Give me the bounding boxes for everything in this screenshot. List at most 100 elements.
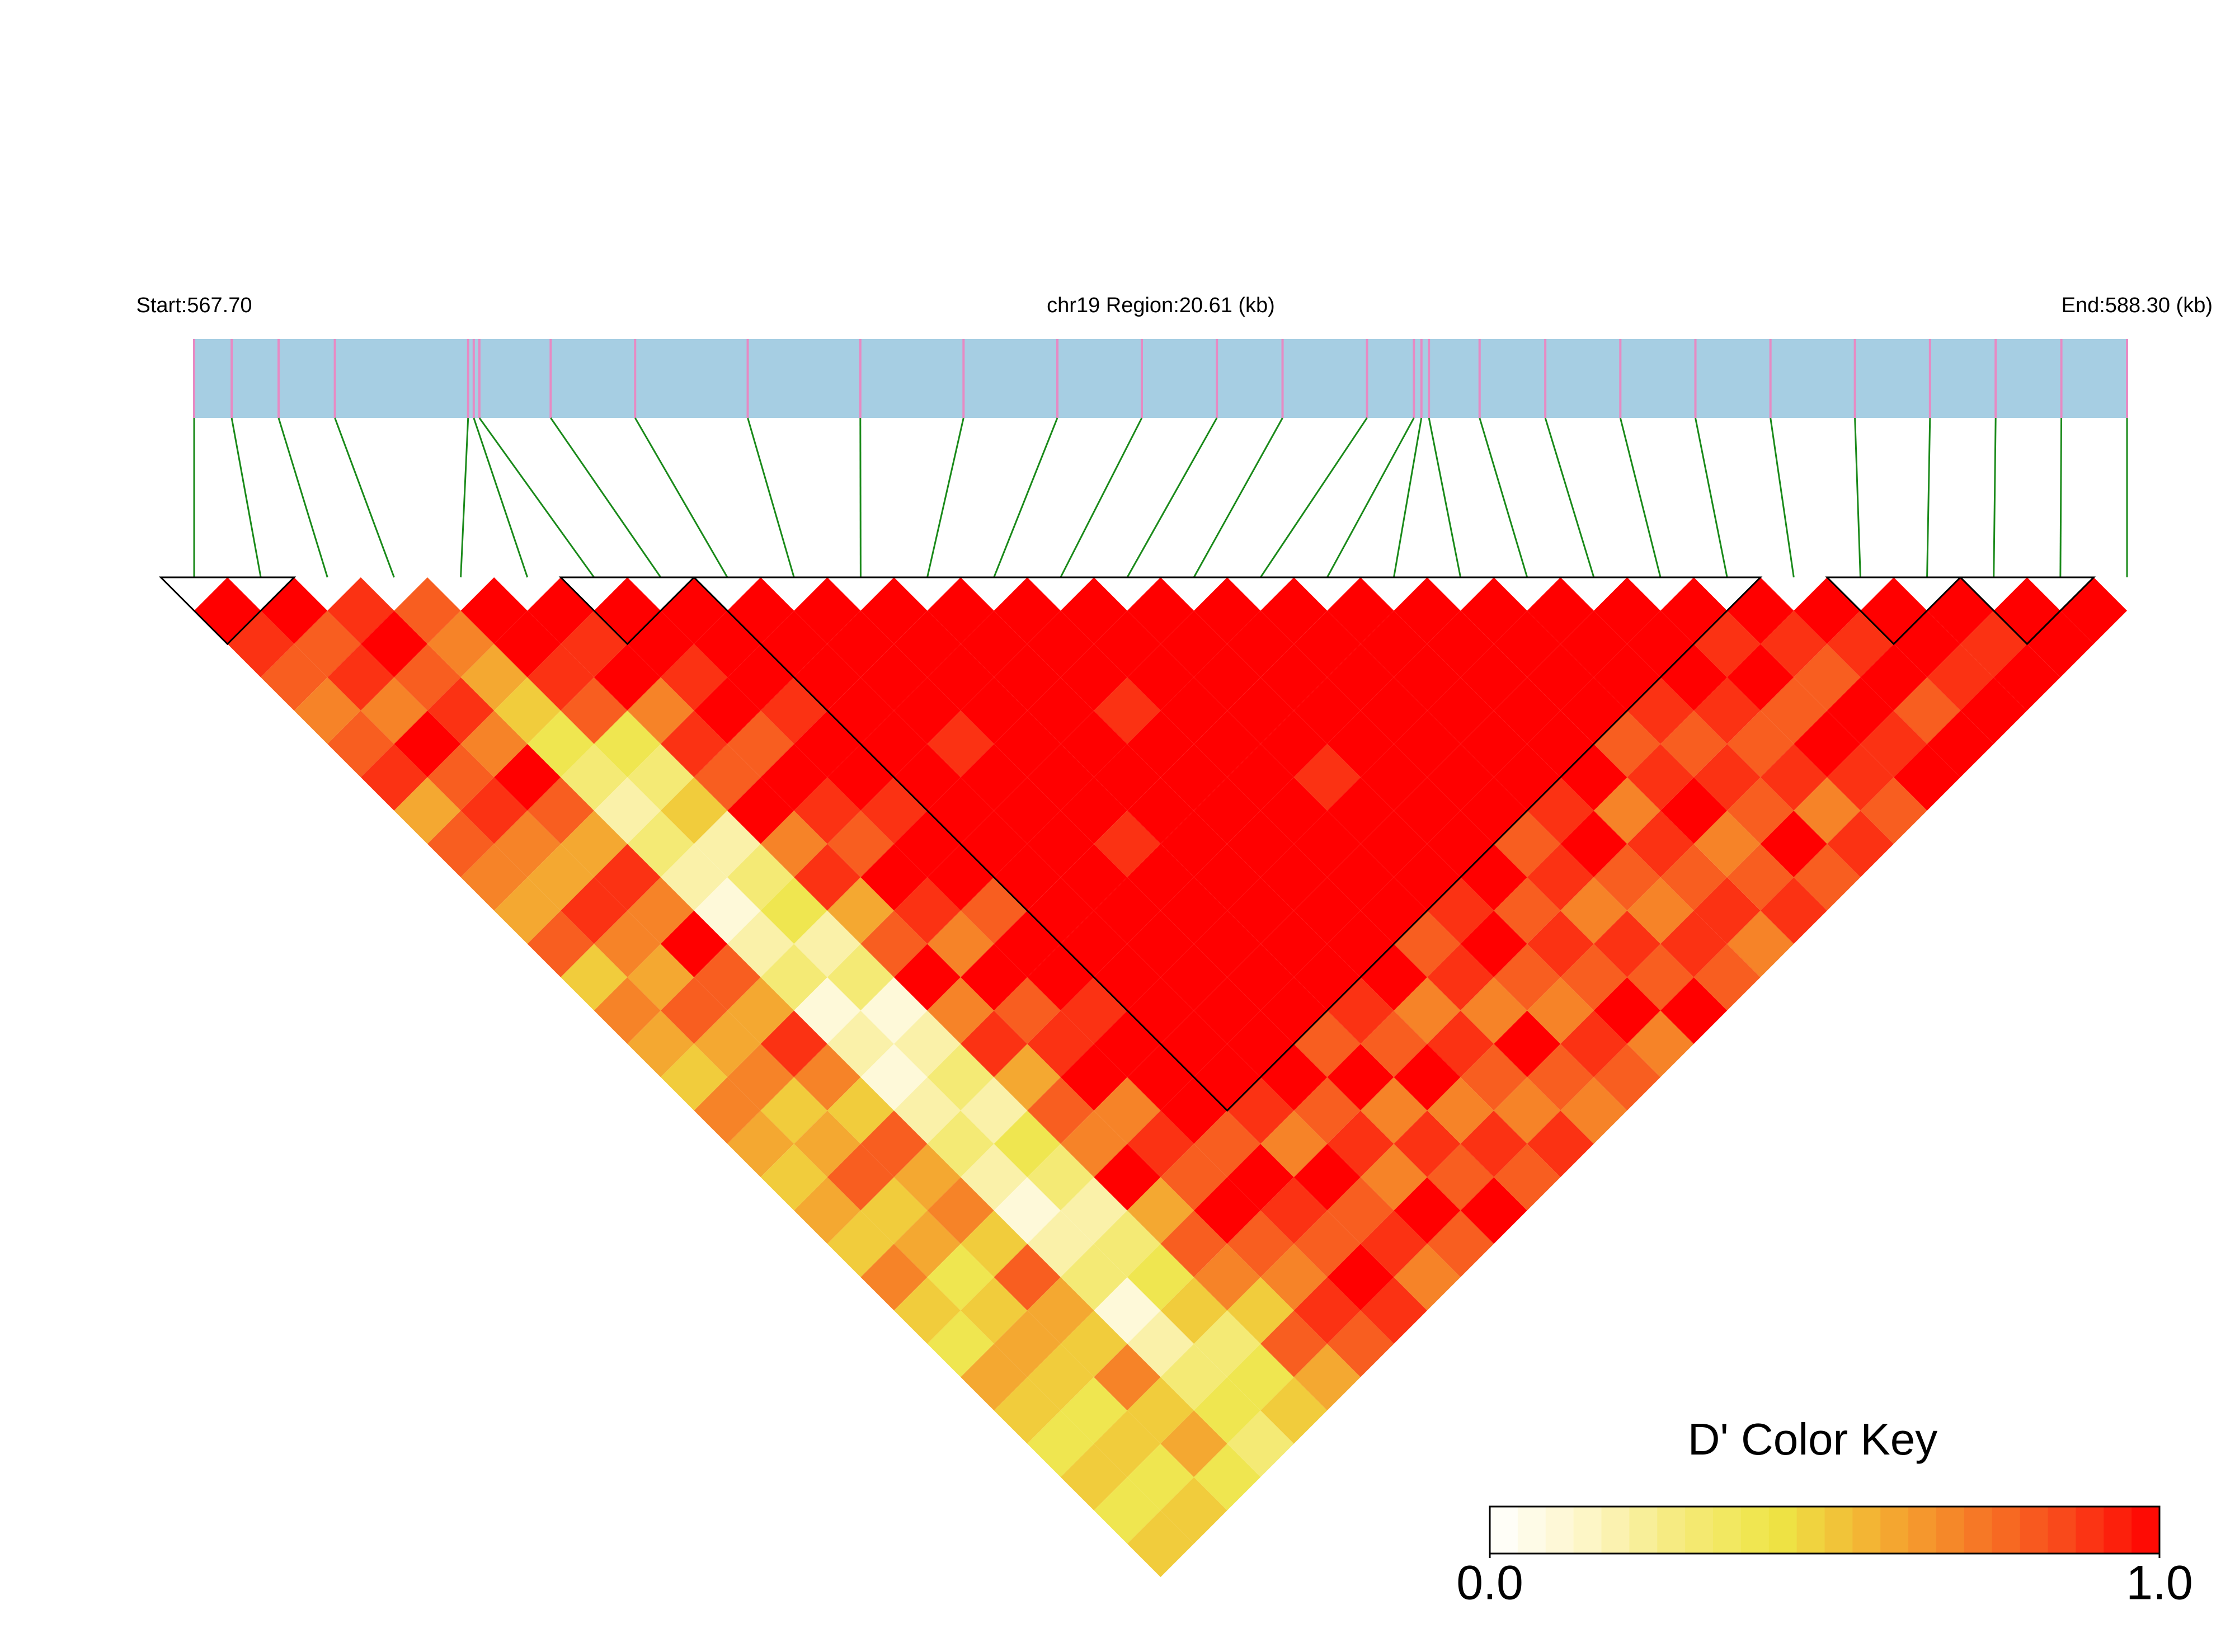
color-key-title: D' Color Key <box>1688 1414 1938 1464</box>
ld-cell <box>1194 977 1261 1044</box>
ld-cell <box>1494 743 1561 811</box>
ld-cell <box>660 977 728 1044</box>
ld-cell <box>893 1010 961 1077</box>
ld-cell <box>860 1110 928 1178</box>
ld-cell <box>1027 1277 1094 1344</box>
ld-cell <box>660 910 728 977</box>
snp-link <box>550 417 662 578</box>
ld-cell <box>893 1277 961 1344</box>
ld-cell <box>1527 577 1594 644</box>
snp-link <box>1854 417 1861 578</box>
snp-link <box>277 417 328 578</box>
ld-cell <box>494 677 561 744</box>
ld-cell <box>1760 810 1827 878</box>
ld-cell <box>1160 1277 1227 1344</box>
snp-link <box>859 417 862 578</box>
ld-cell <box>527 910 594 977</box>
ld-cell <box>961 1344 1028 1411</box>
ld-cell <box>1194 844 1261 911</box>
ld-cell <box>1727 710 1794 778</box>
ld-cell <box>1827 610 1894 677</box>
snp-link <box>1326 417 1415 578</box>
ld-cell <box>1394 577 1461 644</box>
ld-cell <box>2060 577 2127 644</box>
ld-cell <box>1593 910 1661 977</box>
ld-block <box>1958 576 2096 646</box>
ld-cell <box>1494 1143 1561 1211</box>
ld-cell <box>1427 1010 1494 1077</box>
color-key-step <box>1713 1507 1742 1554</box>
ld-cell <box>1360 1077 1428 1144</box>
color-key-step <box>1964 1507 1993 1554</box>
ld-cell <box>1094 1410 1161 1477</box>
snp-link <box>993 417 1058 578</box>
end-label: End:588.30 (kb) <box>2062 294 2213 317</box>
ld-cell <box>1160 877 1227 944</box>
ld-cell <box>1160 1344 1227 1411</box>
ld-cell <box>1327 1110 1394 1178</box>
ld-cell <box>1293 1277 1361 1344</box>
color-key-step <box>1740 1507 1770 1554</box>
ld-cell <box>1194 1110 1261 1178</box>
ld-cell <box>1293 1210 1361 1277</box>
ld-cell <box>1427 1143 1494 1211</box>
snp-link <box>1126 417 1218 578</box>
ld-cell <box>460 777 528 844</box>
ld-cell <box>327 710 394 778</box>
ld-cell <box>1794 777 1861 844</box>
color-key-step <box>1768 1507 1798 1554</box>
ld-cell <box>1360 1010 1428 1077</box>
ld-cell <box>1060 1244 1127 1311</box>
ld-cell <box>1527 644 1594 711</box>
color-key-step <box>1936 1507 1965 1554</box>
ld-cell <box>1460 710 1527 778</box>
ld-cell <box>1360 1210 1428 1277</box>
ld-cell <box>1560 677 1627 744</box>
ld-cell <box>1760 677 1827 744</box>
ld-cell <box>1560 877 1627 944</box>
ld-cell <box>1227 1210 1294 1277</box>
ld-cell <box>1293 677 1361 744</box>
ld-cell <box>1760 743 1827 811</box>
snp-link <box>1428 417 1462 578</box>
ld-cell <box>1027 1143 1094 1211</box>
ld-cell <box>1760 610 1827 677</box>
ld-cell <box>627 743 694 811</box>
ld-cell <box>1227 1410 1294 1477</box>
ld-cell <box>1860 710 1927 778</box>
ld-cell <box>1593 577 1661 644</box>
color-key-step <box>1880 1507 1909 1554</box>
snp-link <box>1193 417 1283 578</box>
ld-cell <box>494 877 561 944</box>
ld-cell <box>1827 810 1894 878</box>
ld-cell <box>1460 977 1527 1044</box>
ld-cell <box>760 1010 827 1077</box>
ld-cell <box>893 1210 961 1277</box>
ld-cell <box>927 1110 994 1178</box>
ld-cell <box>594 910 661 977</box>
ld-cell <box>527 710 594 778</box>
snp-link <box>1259 417 1368 578</box>
color-key-frame <box>1489 1505 2161 1555</box>
ld-cell <box>1593 710 1661 778</box>
ld-cell <box>1394 844 1461 911</box>
color-key-step <box>1685 1507 1714 1554</box>
ld-cell <box>1494 1077 1561 1144</box>
snp-link <box>473 417 529 578</box>
ld-cell <box>1060 1177 1127 1244</box>
ld-cell <box>1227 877 1294 944</box>
ld-cell <box>427 610 495 677</box>
ld-cell <box>627 944 694 1011</box>
ld-cell <box>1227 1143 1294 1211</box>
color-key-step <box>1852 1507 1881 1554</box>
snp-link <box>230 417 262 578</box>
ld-cell <box>1327 644 1394 711</box>
ld-cell <box>994 1110 1061 1178</box>
ld-cell <box>1160 1410 1227 1477</box>
ld-cell <box>1293 877 1361 944</box>
ld-cell <box>1293 1010 1361 1077</box>
ld-cell <box>1527 777 1594 844</box>
ld-cell <box>660 710 728 778</box>
ld-cell <box>927 1310 994 1377</box>
ld-cell <box>1693 944 1761 1011</box>
